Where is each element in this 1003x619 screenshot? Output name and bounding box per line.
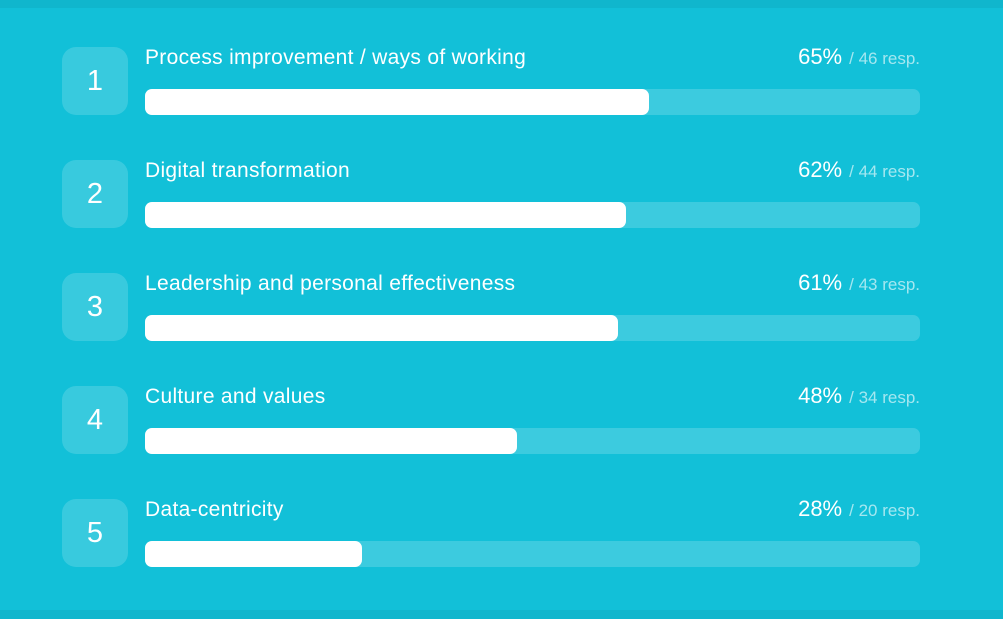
rank-number: 4: [86, 403, 104, 436]
top-edge-strip: [0, 0, 1003, 8]
rank-number: 5: [86, 516, 104, 549]
rank-badge: 2: [62, 160, 128, 228]
row-content: Digital transformation 62% / 44 resp.: [145, 157, 920, 228]
response-count: / 46 resp.: [849, 49, 920, 68]
row-content: Culture and values 48% / 34 resp.: [145, 383, 920, 454]
rank-badge: 4: [62, 386, 128, 454]
option-stats: 62% / 44 resp.: [798, 157, 920, 183]
row-header-line: Process improvement / ways of working 65…: [145, 44, 920, 70]
option-stats: 61% / 43 resp.: [798, 270, 920, 296]
row-header-line: Leadership and personal effectiveness 61…: [145, 270, 920, 296]
percent-value: 28%: [798, 496, 843, 521]
row-content: Leadership and personal effectiveness 61…: [145, 270, 920, 341]
bar-fill: [145, 202, 626, 228]
bottom-edge-strip: [0, 610, 1003, 619]
rank-number: 2: [86, 177, 104, 210]
row-header-line: Digital transformation 62% / 44 resp.: [145, 157, 920, 183]
result-row: 3 Leadership and personal effectiveness …: [62, 270, 920, 341]
bar-fill: [145, 89, 649, 115]
response-count: / 34 resp.: [849, 388, 920, 407]
rank-badge: 3: [62, 273, 128, 341]
rank-number: 1: [86, 64, 104, 97]
rank-badge: 1: [62, 47, 128, 115]
row-header-line: Data-centricity 28% / 20 resp.: [145, 496, 920, 522]
row-content: Data-centricity 28% / 20 resp.: [145, 496, 920, 567]
bar-track: [145, 315, 920, 341]
result-row: 4 Culture and values 48% / 34 resp.: [62, 383, 920, 454]
option-stats: 28% / 20 resp.: [798, 496, 920, 522]
bar-track: [145, 428, 920, 454]
bar-fill: [145, 315, 618, 341]
response-count: / 43 resp.: [849, 275, 920, 294]
bar-track: [145, 541, 920, 567]
percent-value: 61%: [798, 270, 843, 295]
bar-fill: [145, 428, 517, 454]
option-stats: 65% / 46 resp.: [798, 44, 920, 70]
percent-value: 65%: [798, 44, 843, 69]
row-content: Process improvement / ways of working 65…: [145, 44, 920, 115]
bar-track: [145, 202, 920, 228]
rank-number: 3: [86, 290, 104, 323]
result-row: 2 Digital transformation 62% / 44 resp.: [62, 157, 920, 228]
row-header-line: Culture and values 48% / 34 resp.: [145, 383, 920, 409]
option-stats: 48% / 34 resp.: [798, 383, 920, 409]
rank-badge: 5: [62, 499, 128, 567]
result-row: 1 Process improvement / ways of working …: [62, 44, 920, 115]
bar-track: [145, 89, 920, 115]
option-label: Culture and values: [145, 385, 326, 408]
response-count: / 20 resp.: [849, 501, 920, 520]
percent-value: 62%: [798, 157, 843, 182]
response-count: / 44 resp.: [849, 162, 920, 181]
option-label: Digital transformation: [145, 159, 351, 182]
option-label: Leadership and personal effectiveness: [145, 272, 516, 295]
result-row: 5 Data-centricity 28% / 20 resp.: [62, 496, 920, 567]
percent-value: 48%: [798, 383, 843, 408]
bar-fill: [145, 541, 362, 567]
option-label: Data-centricity: [145, 498, 284, 521]
results-list: 1 Process improvement / ways of working …: [62, 44, 920, 612]
option-label: Process improvement / ways of working: [145, 46, 527, 69]
